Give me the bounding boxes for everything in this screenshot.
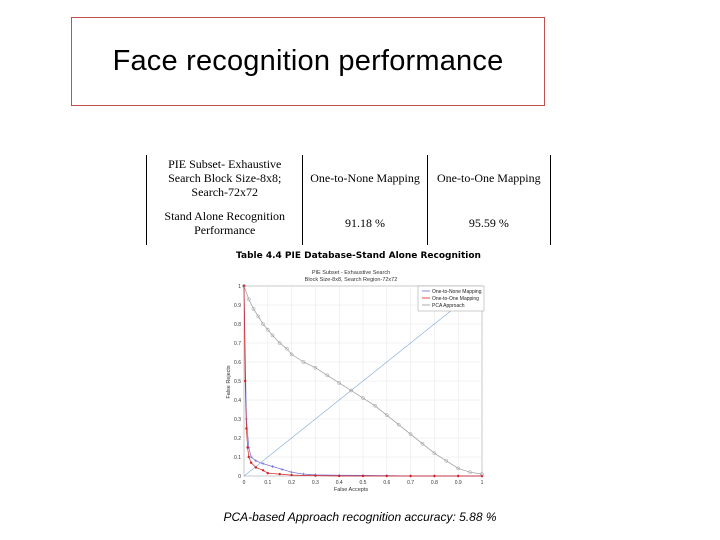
data-point — [247, 455, 250, 459]
data-point — [432, 451, 437, 456]
chart-subtitle: Block Size-8x8, Search Region-72x72 — [305, 277, 398, 283]
series-line — [243, 285, 483, 475]
data-point — [457, 474, 460, 478]
x-tick-label: 0.8 — [431, 480, 438, 486]
data-point — [444, 458, 449, 463]
x-tick-label: 0 — [243, 480, 246, 486]
y-axis-label: False Rejects — [226, 365, 232, 399]
data-point — [256, 314, 261, 319]
data-point — [290, 470, 294, 474]
data-point — [373, 403, 377, 408]
table-cell: 91.18 % — [302, 200, 428, 245]
data-point — [246, 297, 251, 302]
data-point — [349, 388, 353, 393]
data-point — [396, 422, 401, 427]
data-point — [265, 327, 270, 332]
x-tick-label: 0.7 — [407, 480, 414, 486]
legend-entry: One-to-None Mapping — [432, 289, 482, 295]
data-point — [266, 471, 269, 475]
reference-line — [243, 285, 483, 477]
table-row: PIE Subset- Exhaustive Search Block Size… — [145, 155, 552, 200]
y-tick-label: 0 — [238, 474, 241, 480]
data-point — [420, 441, 425, 446]
x-tick-label: 0.1 — [264, 480, 271, 486]
title-box: Face recognition performance — [71, 17, 545, 106]
data-point — [325, 373, 330, 378]
y-tick-label: 0.5 — [234, 379, 241, 385]
data-point — [468, 470, 472, 475]
chart-title: PIE Subset - Exhaustive Search — [312, 270, 390, 276]
results-table: PIE Subset- Exhaustive Search Block Size… — [145, 155, 552, 245]
x-tick-label: 1 — [481, 480, 484, 486]
y-tick-label: 0.2 — [234, 436, 241, 442]
y-tick-label: 0.1 — [234, 455, 241, 461]
table-row: Stand Alone Recognition Performance 91.1… — [145, 200, 552, 245]
data-point — [249, 455, 253, 459]
data-point — [254, 459, 258, 463]
series-layer — [242, 284, 484, 478]
x-axis-label: False Accepts — [334, 487, 368, 493]
x-tick-label: 0.4 — [336, 480, 343, 486]
legend: One-to-None Mapping One-to-One Mapping P… — [417, 285, 485, 312]
data-point — [313, 365, 318, 370]
accuracy-note: PCA-based Approach recognition accuracy:… — [223, 510, 497, 524]
table-caption: Table 4.4 PIE Database-Stand Alone Recog… — [236, 251, 481, 261]
x-axis-ticks: 0 0.1 0.2 0.3 0.4 0.5 0.6 0.7 0.8 0.9 1 — [243, 480, 484, 486]
legend-box — [417, 285, 485, 312]
table-header-cell: PIE Subset- Exhaustive Search Block Size… — [145, 155, 304, 200]
data-point — [337, 381, 342, 385]
y-tick-label: 0.7 — [234, 341, 241, 347]
table-cell: Stand Alone Recognition Performance — [145, 200, 304, 245]
x-tick-label: 0.5 — [360, 480, 367, 486]
legend-entry: One-to-One Mapping — [432, 296, 479, 302]
data-point — [277, 341, 282, 345]
x-tick-label: 0.3 — [312, 480, 319, 486]
data-point — [290, 473, 293, 477]
slide-title: Face recognition performance — [112, 45, 504, 77]
data-point — [243, 379, 247, 383]
data-point — [408, 432, 413, 437]
data-point — [261, 462, 265, 466]
table-header-cell: One-to-None Mapping — [302, 155, 428, 200]
data-point — [456, 466, 461, 471]
data-point — [289, 352, 294, 357]
table-header-cell: One-to-One Mapping — [426, 155, 552, 200]
data-point — [361, 396, 365, 400]
data-point — [271, 465, 275, 468]
data-point — [242, 284, 246, 288]
data-point — [278, 472, 281, 476]
data-point — [246, 446, 249, 449]
data-point — [384, 413, 389, 418]
data-point — [249, 461, 253, 464]
data-point — [385, 474, 388, 478]
data-point — [280, 467, 284, 471]
data-point — [254, 466, 258, 469]
data-point — [301, 360, 306, 364]
x-tick-label: 0.6 — [383, 480, 390, 486]
data-point — [261, 322, 265, 326]
data-point — [361, 474, 365, 478]
y-tick-label: 0.9 — [234, 303, 241, 309]
x-tick-label: 0.9 — [455, 480, 462, 486]
data-point — [245, 427, 248, 430]
y-tick-label: 0.3 — [234, 417, 241, 423]
legend-entry: PCA Approach — [432, 303, 465, 309]
table-cell: 95.59 % — [426, 200, 552, 245]
y-tick-label: 0.6 — [234, 360, 241, 366]
data-point — [433, 474, 436, 478]
data-point — [338, 474, 341, 478]
data-point — [409, 474, 412, 478]
roc-chart: PIE Subset - Exhaustive Search Block Siz… — [226, 270, 485, 493]
data-point — [270, 333, 275, 338]
y-tick-label: 0.4 — [234, 398, 241, 404]
data-point — [251, 306, 256, 311]
y-tick-label: 1 — [238, 284, 241, 290]
data-point — [314, 474, 317, 477]
data-point — [261, 469, 265, 472]
y-axis-ticks: 0 0.1 0.2 0.3 0.4 0.5 0.6 0.7 0.8 0.9 1 — [234, 284, 241, 480]
x-tick-label: 0.2 — [288, 480, 295, 486]
data-point — [480, 472, 484, 476]
y-tick-label: 0.8 — [234, 322, 241, 328]
data-point — [284, 346, 289, 351]
